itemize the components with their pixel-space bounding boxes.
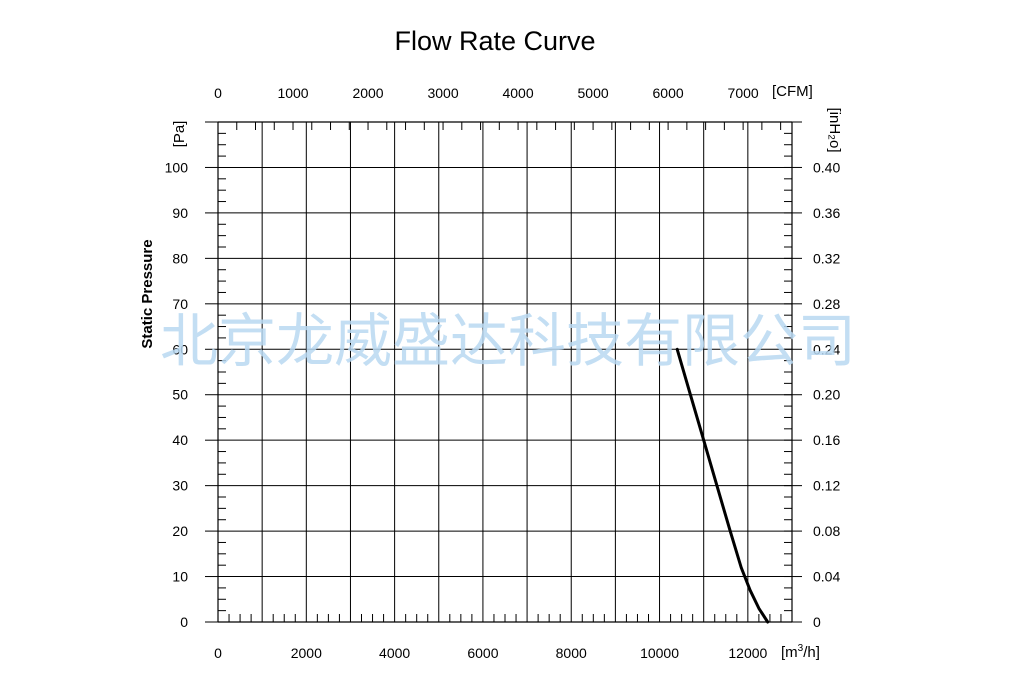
bottom-axis-unit-tail: /h] [803,644,820,661]
right-axis-unit: [inH₂o] [826,107,843,152]
right-tick-label: 0.12 [813,478,840,494]
right-tick-label: 0.40 [813,159,840,175]
left-tick-label: 100 [165,159,189,175]
bottom-tick-label: 12000 [728,645,767,661]
watermark: 北京龙威盛达科技有限公司 [160,307,856,375]
top-tick-label: 7000 [728,85,759,101]
bottom-axis-unit: [m3/h] [781,643,820,661]
bottom-tick-label: 0 [214,645,222,661]
left-tick-label: 20 [172,523,188,539]
right-tick-label: 0 [813,614,821,630]
top-tick-label: 0 [214,85,222,101]
left-tick-label: 10 [172,569,188,585]
y-axis-label: Static Pressure [139,239,156,348]
left-tick-label: 80 [172,250,188,266]
left-tick-label: 30 [172,478,188,494]
top-axis-unit: [CFM] [772,83,813,100]
bottom-tick-label: 2000 [291,645,322,661]
left-axis-unit: [Pa] [171,121,188,148]
top-tick-label: 3000 [427,85,458,101]
bottom-tick-label: 4000 [379,645,410,661]
right-tick-label: 0.16 [813,432,840,448]
top-tick-label: 1000 [277,85,308,101]
top-tick-label: 4000 [502,85,533,101]
right-tick-label: 0.32 [813,250,840,266]
left-tick-label: 90 [172,205,188,221]
right-tick-label: 0.36 [813,205,840,221]
right-tick-label: 0.04 [813,569,840,585]
left-tick-label: 40 [172,432,188,448]
right-tick-label: 0.08 [813,523,840,539]
top-tick-label: 5000 [578,85,609,101]
top-tick-label: 2000 [352,85,383,101]
top-tick-label: 6000 [653,85,684,101]
left-tick-label: 50 [172,387,188,403]
bottom-tick-label: 10000 [640,645,679,661]
bottom-tick-label: 6000 [467,645,498,661]
chart-title: Flow Rate Curve [394,26,595,56]
bottom-axis-unit-base: [m [781,644,798,661]
left-tick-label: 0 [180,614,188,630]
bottom-tick-label: 8000 [556,645,587,661]
right-tick-label: 0.20 [813,387,840,403]
